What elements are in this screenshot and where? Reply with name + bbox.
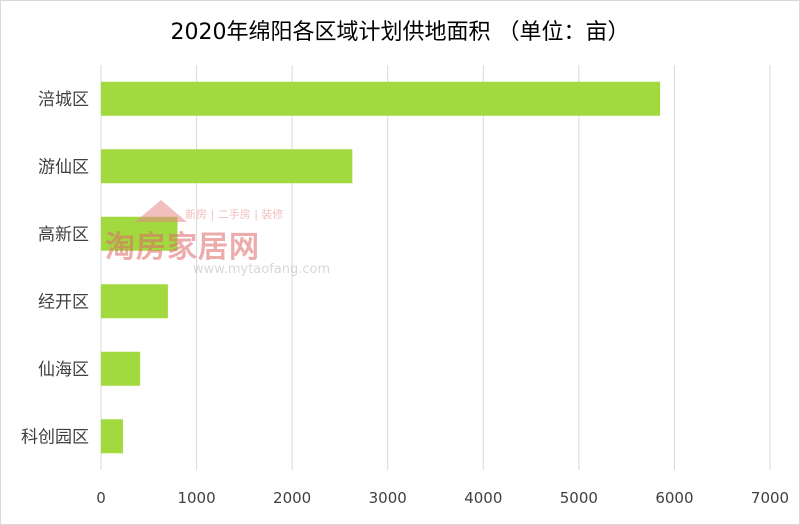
bar — [101, 419, 123, 454]
watermark-logo: 淘房家居网 — [105, 230, 260, 265]
category-label: 涪城区 — [38, 90, 89, 110]
bar — [101, 216, 178, 251]
category-label: 游仙区 — [38, 157, 89, 177]
x-tick-label: 3000 — [369, 489, 407, 507]
category-label: 高新区 — [38, 225, 89, 245]
watermark: 新房 | 二手房 | 装修 淘房家居网 www.mytaofang.com — [105, 200, 330, 280]
x-tick-label: 5000 — [560, 489, 598, 507]
bar — [101, 149, 353, 184]
x-tick-label: 1000 — [177, 489, 215, 507]
x-tick-label: 2000 — [273, 489, 311, 507]
house-logo-icon — [135, 200, 187, 222]
x-tick-label: 6000 — [655, 489, 693, 507]
watermark-url: www.mytaofang.com — [193, 262, 331, 277]
category-label: 仙海区 — [38, 360, 89, 380]
x-tick-label: 7000 — [751, 489, 789, 507]
category-label: 经开区 — [38, 292, 89, 312]
category-label: 科创园区 — [21, 427, 89, 447]
x-tick-label: 0 — [96, 489, 106, 507]
watermark-tags: 新房 | 二手房 | 装修 — [185, 208, 284, 221]
x-tick-label: 4000 — [464, 489, 502, 507]
bar — [101, 81, 661, 116]
bar — [101, 284, 168, 319]
chart-title: 2020年绵阳各区域计划供地面积 （单位：亩） — [170, 20, 630, 45]
bar — [101, 351, 141, 386]
